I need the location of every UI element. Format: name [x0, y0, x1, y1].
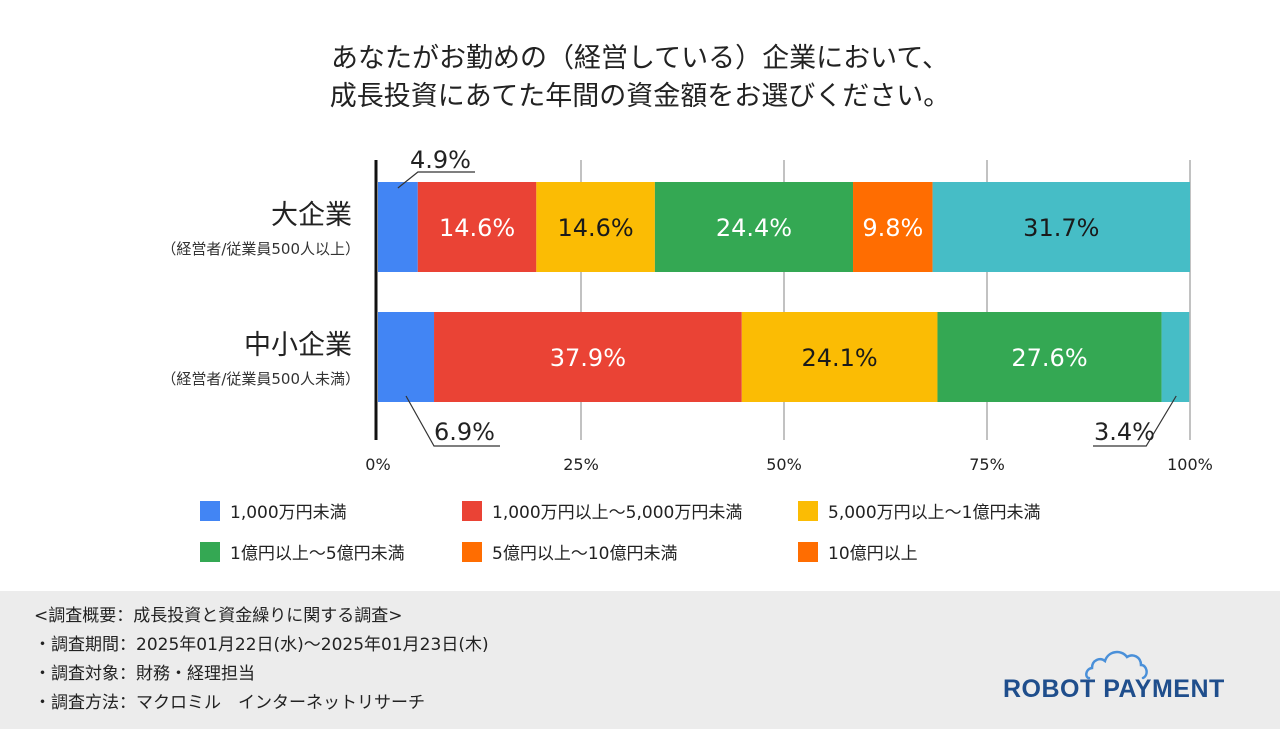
legend-label: 1億円以上～5億円未満 [230, 544, 405, 564]
data-label: 14.6% [439, 214, 515, 242]
callout-line [397, 171, 475, 189]
callout-label: 4.9% [410, 146, 471, 174]
survey-footer: <調査概要：成長投資と資金繰りに関する調査> ・調査期間：2025年01月22日… [0, 591, 1280, 729]
data-label: 31.7% [1023, 214, 1099, 242]
bar-segment [417, 182, 537, 272]
legend-item: 1,000万円未満 [200, 498, 462, 523]
robot-payment-logo: ROBOT PAYMENT [1003, 645, 1233, 705]
callout-line [405, 395, 500, 447]
x-tick-label: 25% [563, 455, 599, 474]
bar-segment [741, 312, 938, 402]
cloud-icon [1085, 650, 1148, 680]
callout-label: 3.4% [1094, 418, 1155, 446]
survey-method: ・調査方法：マクロミル インターネットリサーチ [34, 693, 425, 713]
bar-segment [937, 312, 1162, 402]
data-label: 24.1% [801, 344, 877, 372]
bar-segment [536, 182, 655, 272]
x-tick-label: 75% [969, 455, 1005, 474]
callout-label: 6.9% [434, 418, 495, 446]
legend-swatch [798, 500, 818, 521]
legend-item: 1,000万円以上～5,000万円未満 [462, 498, 798, 523]
x-tick-label: 0% [365, 455, 390, 474]
bar-segment [654, 182, 854, 272]
legend-item: 1億円以上～5億円未満 [200, 539, 462, 564]
legend-swatch [462, 500, 482, 521]
category-sublabel: （経営者/従業員500人以上） [161, 240, 360, 258]
bar-segment [853, 182, 933, 272]
survey-summary: <調査概要：成長投資と資金繰りに関する調査> [34, 606, 403, 626]
legend-label: 5,000万円以上～1億円未満 [828, 503, 1041, 523]
category-label: 大企業 [271, 200, 352, 231]
data-label: 9.8% [862, 214, 923, 242]
stacked-bar-chart: 0% 25% 50% 75% 100% 14.6% 14.6% 24.4% 9.8% 31.7% 大… [161, 146, 1213, 474]
data-label: 27.6% [1011, 344, 1087, 372]
legend-item: 5億円以上～10億円未満 [462, 539, 798, 564]
survey-period: ・調査期間：2025年01月22日(水)～2025年01月23日(木) [34, 635, 489, 655]
legend-label: 1,000万円以上～5,000万円未満 [492, 503, 743, 523]
category-sublabel: （経営者/従業員500人未満） [161, 370, 360, 388]
data-label: 37.9% [550, 344, 626, 372]
bar-segment [932, 182, 1190, 272]
bar-segment [378, 312, 435, 402]
x-tick-label: 50% [766, 455, 802, 474]
bar-segment [434, 312, 742, 402]
logo-text: ROBOT PAYMENT [1003, 675, 1225, 703]
legend-label: 1,000万円未満 [230, 503, 347, 523]
legend-label: 10億円以上 [828, 544, 918, 564]
bar-segment [1161, 312, 1190, 402]
data-label: 14.6% [557, 214, 633, 242]
legend-swatch [200, 500, 220, 521]
legend-item: 5,000万円以上～1億円未満 [798, 498, 1178, 523]
x-tick-label: 100% [1167, 455, 1213, 474]
chart-legend: 1,000万円未満 1,000万円以上～5,000万円未満 5,000万円以上～1億… [200, 498, 1200, 564]
data-label: 24.4% [716, 214, 792, 242]
survey-target: ・調査対象：財務・経理担当 [34, 664, 255, 684]
legend-swatch [798, 541, 818, 562]
legend-swatch [462, 541, 482, 562]
legend-item: 10億円以上 [798, 539, 1178, 564]
category-label: 中小企業 [244, 330, 352, 361]
legend-swatch [200, 541, 220, 562]
title-line-1: あなたがお勤めの（経営している）企業において、 [330, 43, 950, 74]
bar-segment [378, 182, 418, 272]
title-line-2: 成長投資にあてた年間の資金額をお選びください。 [329, 81, 951, 112]
legend-label: 5億円以上～10億円未満 [492, 544, 678, 564]
chart-title: あなたがお勤めの（経営している）企業において、 成長投資にあてた年間の資金額をお… [0, 40, 1280, 116]
callout-line [1093, 395, 1177, 447]
